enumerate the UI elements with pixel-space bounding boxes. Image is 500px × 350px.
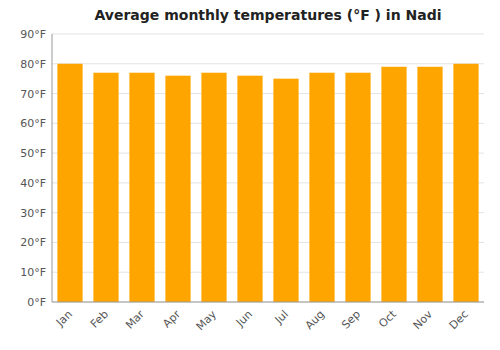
x-tick-label: Aug: [303, 308, 327, 332]
y-tick-label: 60°F: [20, 117, 46, 130]
x-tick-label: Feb: [88, 308, 111, 331]
y-axis: 0°F 10°F 20°F 30°F 40°F 50°F 60°F 70°F 80°F 90°F: [20, 28, 46, 309]
x-tick-label: Jul: [272, 308, 291, 327]
bar: [309, 73, 334, 302]
y-tick-label: 90°F: [20, 28, 46, 41]
y-tick-label: 30°F: [20, 207, 46, 220]
page: {"chart_data": {"type": "bar", "title": …: [0, 0, 500, 350]
x-tick-label: Sep: [339, 308, 363, 332]
chart-title: Average monthly temperatures (°F ) in Na…: [95, 7, 442, 23]
bar: [93, 73, 118, 302]
y-tick-label: 40°F: [20, 177, 46, 190]
y-tick-label: 0°F: [27, 296, 46, 309]
bar: [453, 64, 478, 302]
x-axis-line: [52, 302, 484, 303]
bar: [201, 73, 226, 302]
x-tick-label: May: [194, 307, 220, 333]
y-tick-label: 80°F: [20, 58, 46, 71]
bar: [237, 76, 262, 302]
y-tick-label: 10°F: [20, 266, 46, 279]
x-tick-label: Nov: [411, 307, 436, 332]
bar: [417, 67, 442, 302]
chart-container: Average monthly temperatures (°F ) in Na…: [0, 0, 500, 350]
x-tick-label: Mar: [123, 307, 147, 331]
bar: [381, 67, 406, 302]
grid-line: [52, 63, 484, 64]
x-tick-label: Dec: [447, 308, 471, 332]
x-tick-label: Oct: [376, 307, 399, 330]
bar: [273, 79, 298, 302]
y-tick-label: 70°F: [20, 88, 46, 101]
bar: [165, 76, 190, 302]
bars: [57, 64, 478, 302]
bar: [345, 73, 370, 302]
x-tick-label: Apr: [160, 307, 183, 330]
bar: [129, 73, 154, 302]
x-tick-label: Jun: [233, 308, 255, 330]
y-tick-label: 50°F: [20, 147, 46, 160]
x-axis: Jan Feb Mar Apr May Jun Jul Aug Sep Oct Nov Dec: [53, 307, 471, 333]
grid-line: [52, 302, 484, 303]
grid-line: [52, 34, 484, 35]
y-grid: [52, 34, 484, 302]
y-axis-line: [52, 34, 53, 302]
bar: [57, 64, 82, 302]
y-tick-label: 20°F: [20, 236, 46, 249]
x-tick-label: Jan: [53, 308, 75, 330]
chart-svg: Average monthly temperatures (°F ) in Na…: [0, 0, 500, 350]
